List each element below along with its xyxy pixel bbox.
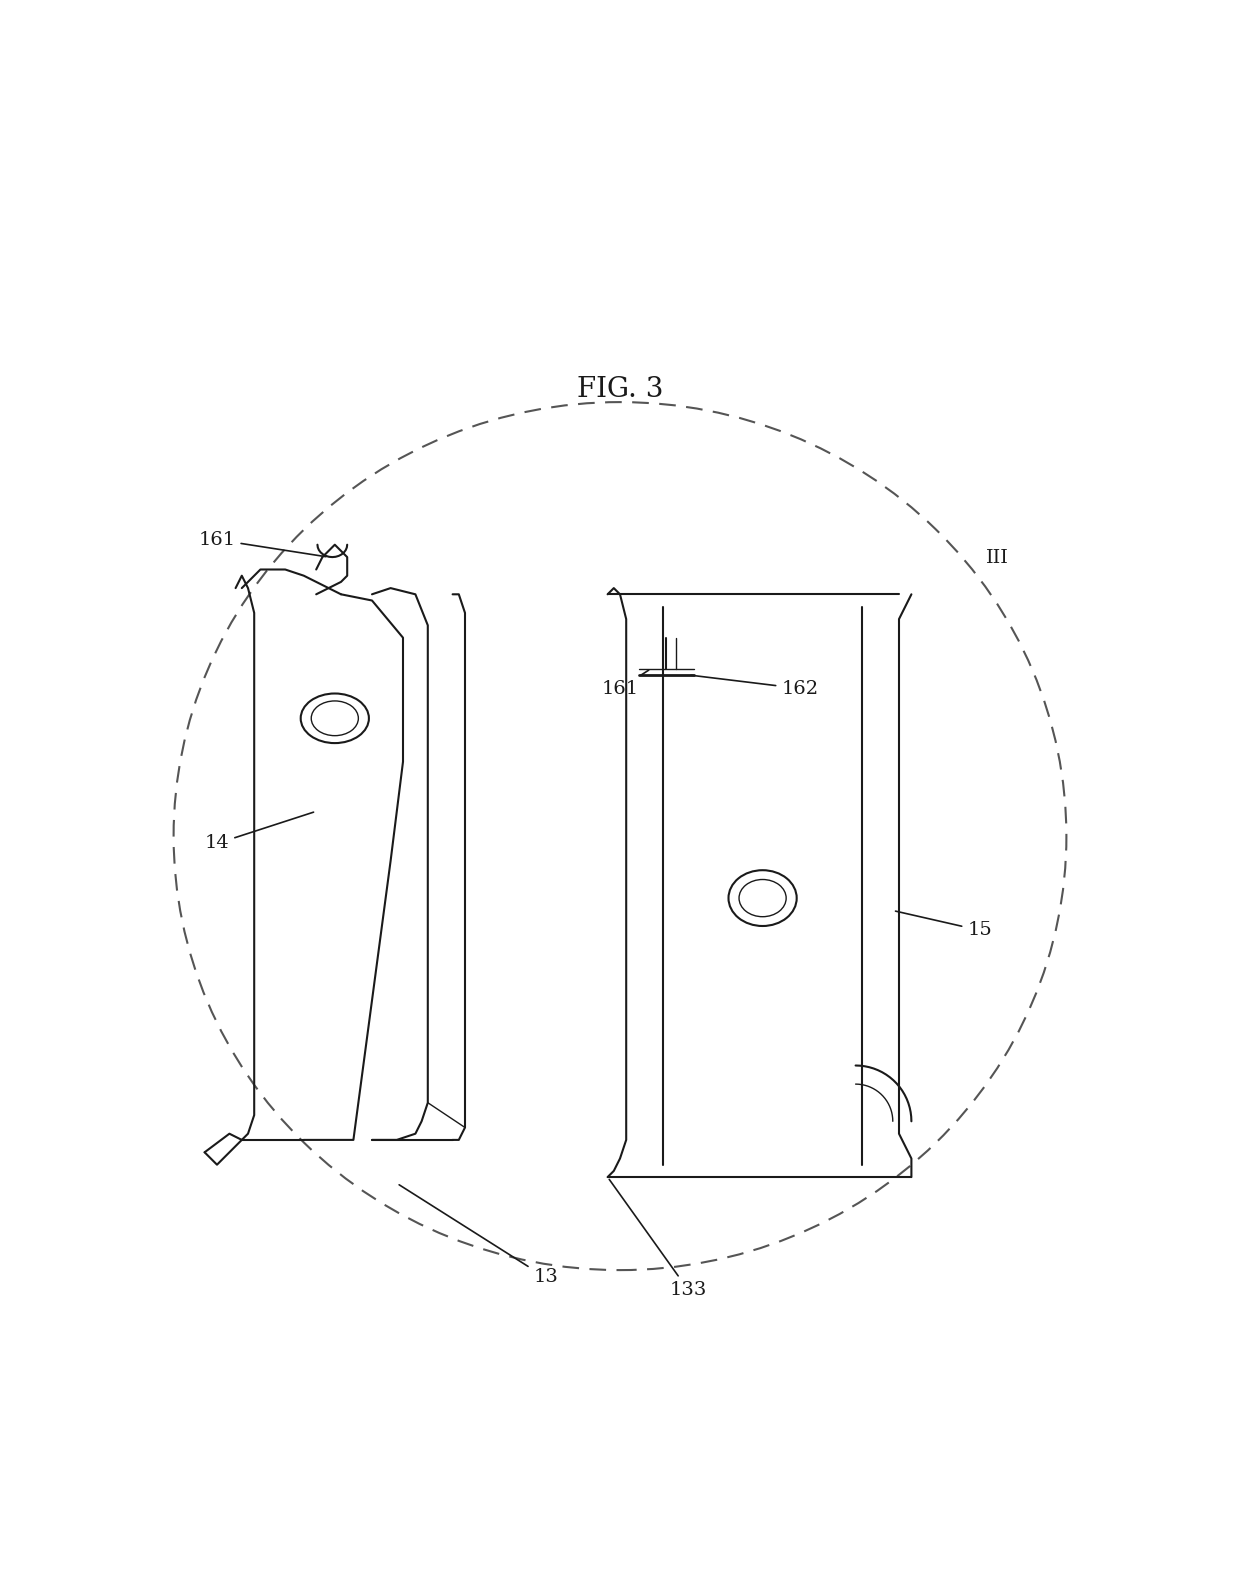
Text: 162: 162 (691, 675, 818, 697)
Text: 161: 161 (601, 670, 649, 697)
Text: 14: 14 (205, 812, 314, 853)
Text: 133: 133 (609, 1180, 707, 1299)
Text: FIG. 3: FIG. 3 (577, 376, 663, 403)
Text: III: III (986, 549, 1008, 568)
Text: 15: 15 (895, 911, 992, 939)
Text: 161: 161 (198, 530, 326, 557)
Text: 13: 13 (399, 1184, 558, 1287)
